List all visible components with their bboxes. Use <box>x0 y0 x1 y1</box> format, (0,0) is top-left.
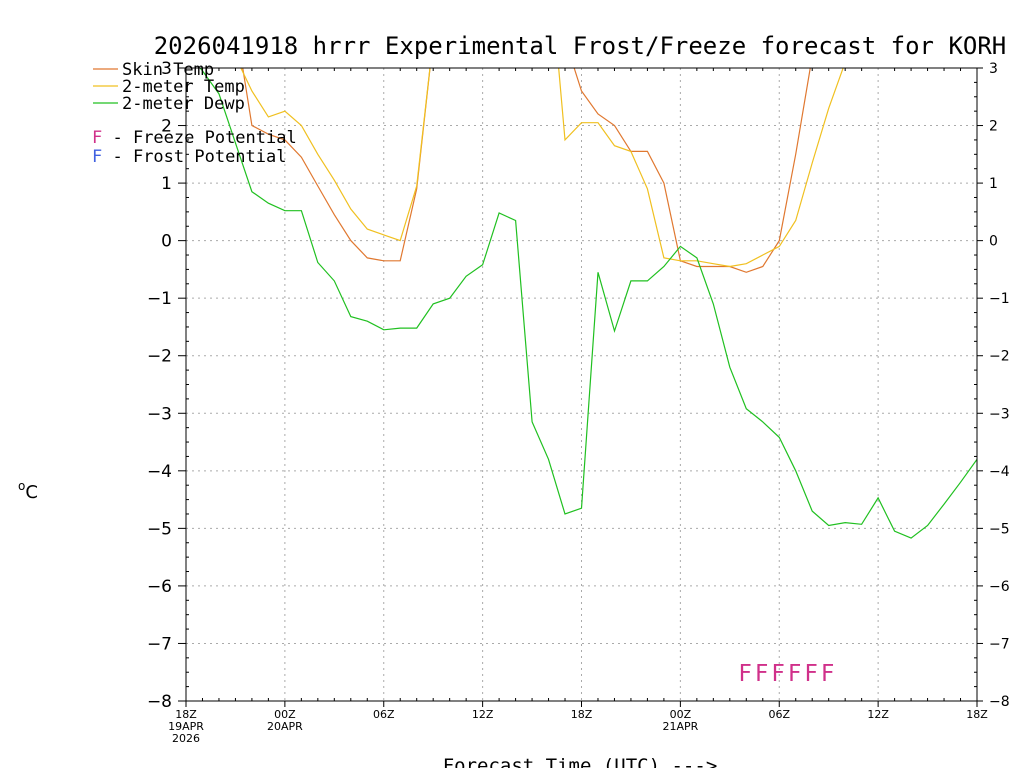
y-tick-label-right: 0 <box>989 234 998 250</box>
x-tick-date: 19APR <box>168 720 204 733</box>
y-tick-label-left: −2 <box>147 347 172 367</box>
degree-symbol: o <box>18 479 25 493</box>
y-tick-label-right: −5 <box>989 521 1010 537</box>
y-tick-label-right: 1 <box>989 176 998 192</box>
x-tick-date: 21APR <box>662 720 698 733</box>
x-tick-year: 2026 <box>172 732 200 745</box>
x-tick-label: 00Z <box>670 708 692 721</box>
y-tick-label-left: 3 <box>161 59 172 79</box>
x-tick-date: 20APR <box>267 720 303 733</box>
freeze-mark: F <box>755 661 768 687</box>
y-tick-label-left: −4 <box>147 462 172 482</box>
y-tick-label-right: −8 <box>989 694 1010 710</box>
y-tick-label-right: 2 <box>989 119 998 135</box>
x-tick-label: 18Z <box>966 708 988 721</box>
potential-text: - Frost Potential <box>102 147 286 167</box>
x-tick-label: 18Z <box>571 708 593 721</box>
potential-legend-entry: F - Frost Potential <box>92 147 286 167</box>
freeze-mark: F <box>805 661 818 687</box>
y-tick-label-left: −8 <box>147 692 172 712</box>
unit-letter: C <box>25 482 38 503</box>
y-tick-label-left: 2 <box>161 117 172 137</box>
y-tick-label-left: −7 <box>147 634 172 654</box>
legend-label: 2-meter Temp <box>122 77 245 97</box>
freeze-mark: F <box>739 661 752 687</box>
y-tick-label-left: −5 <box>147 519 172 539</box>
x-tick-label: 12Z <box>472 708 494 721</box>
x-tick-label: 06Z <box>768 708 790 721</box>
y-axis-label: oC <box>18 479 38 503</box>
y-tick-label-right: −1 <box>989 291 1010 307</box>
series-line-2-meter-temp <box>240 68 844 268</box>
y-tick-label-right: 3 <box>989 61 998 77</box>
x-tick-label: 00Z <box>274 708 296 721</box>
y-tick-label-left: 0 <box>161 232 172 252</box>
potential-letter: F <box>92 147 102 167</box>
axis-ticks: −8 −8 −7 −7 −6 −6 −5 −5 −4 −4 −3 −3 −2 −2 −1 −1 0 0 1 1 2 2 3 3… <box>147 59 1010 745</box>
series-line-skin-temp <box>242 68 811 273</box>
series-group <box>199 68 977 539</box>
y-tick-label-right: −2 <box>989 349 1010 365</box>
legend-label: Skin Temp <box>122 60 214 80</box>
y-tick-label-left: 1 <box>161 174 172 194</box>
potential-text: - Freeze Potential <box>102 128 296 148</box>
y-tick-label-right: −6 <box>989 579 1010 595</box>
potential-legend-entry: F - Freeze Potential <box>92 128 297 148</box>
x-axis-label: Forecast Time (UTC) ---> <box>443 755 718 768</box>
x-tick-label: 06Z <box>373 708 395 721</box>
y-tick-label-right: −7 <box>989 636 1010 652</box>
potential-letter: F <box>92 128 102 148</box>
freeze-mark: F <box>788 661 801 687</box>
y-tick-label-right: −4 <box>989 464 1010 480</box>
y-tick-label-left: −1 <box>147 289 172 309</box>
y-tick-label-right: −3 <box>989 406 1010 422</box>
legend-label: 2-meter Dewp <box>122 94 245 114</box>
y-tick-label-left: −3 <box>147 404 172 424</box>
x-tick-label: 12Z <box>867 708 889 721</box>
x-tick-label: 18Z <box>175 708 197 721</box>
series-line-2-meter-dewp <box>199 68 977 539</box>
freeze-mark: F <box>772 661 785 687</box>
freeze-mark: F <box>821 661 834 687</box>
y-tick-label-left: −6 <box>147 577 172 597</box>
chart-title: 2026041918 hrrr Experimental Frost/Freez… <box>154 32 1007 60</box>
